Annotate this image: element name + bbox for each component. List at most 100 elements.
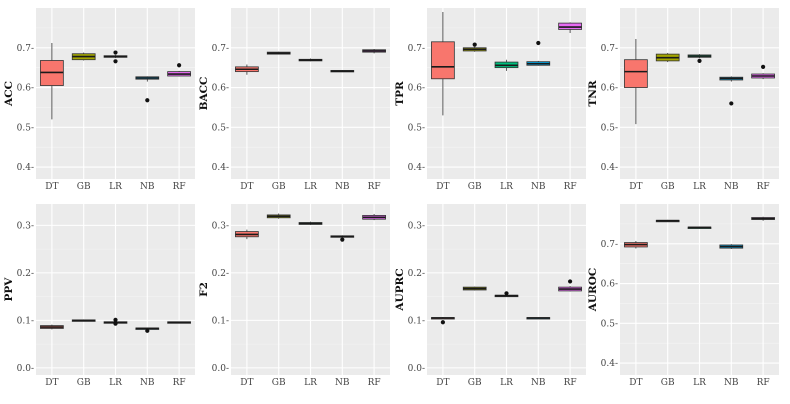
y-tick-label: 0.5- [408,123,425,133]
x-tick-label: NB [335,378,350,388]
x-tick-label: RF [757,378,770,388]
panel-tpr: 0.4- 0.5- 0.6- 0.7- DT GB LR NB RF TPR [394,8,586,192]
box-nb [526,317,551,320]
x-tick-label: RF [173,378,186,388]
x-tick-label: GB [272,182,286,192]
y-tick-label: 0.2- [408,269,425,279]
x-tick-label: RF [564,182,577,192]
panel-tnr: 0.4- 0.5- 0.6- 0.7- DT GB LR NB RF TNR [587,8,779,192]
y-axis-label: AUPRC [394,268,406,311]
x-tick-label: NB [724,182,739,192]
box-lr [103,317,128,326]
y-tick-label: 0.3- [17,221,34,231]
y-tick-label: 0.1- [17,316,34,326]
x-tick-label: LR [500,378,513,388]
y-tick-label: 0.6- [408,84,425,94]
box-nb [330,235,355,242]
box-nb [135,327,160,333]
box-nb [330,70,355,73]
box-gb [462,42,487,52]
outlier-point [113,50,118,55]
panel-f2: 0.0- 0.1- 0.2- 0.3- DT GB LR NB RF F2 [198,204,390,388]
x-tick-label: LR [304,182,317,192]
y-tick-label: 0.4- [408,163,425,173]
y-axis-label: PPV [3,277,15,302]
y-tick-label: 0.6- [17,84,34,94]
x-tick-label: GB [468,182,482,192]
box-gb [266,213,291,219]
box-rf [558,22,582,34]
panel-auroc: 0.4- 0.5- 0.6- 0.7- DT GB LR NB RF AUROC [587,204,779,388]
y-tick-label: 0.4- [601,163,618,173]
y-tick-label: 0.0- [212,364,229,374]
x-tick-label: RF [564,378,577,388]
y-tick-label: 0.7- [601,44,618,54]
x-tick-label: LR [500,182,513,192]
box-rf [362,48,386,54]
y-tick-label: 0.0- [408,364,425,374]
x-tick-label: LR [693,378,706,388]
y-tick-label: 0.5- [601,319,618,329]
box-lr [494,291,519,298]
box-lr [103,50,128,64]
y-tick-label: 0.1- [408,316,425,326]
outlier-point [113,59,118,64]
y-tick-label: 0.4- [601,359,618,369]
y-tick-label: 0.1- [212,316,229,326]
box-dt [431,11,455,116]
x-tick-label: DT [436,378,449,388]
y-tick-label: 0.3- [212,221,229,231]
outlier-point [568,279,573,284]
y-tick-label: 0.3- [408,221,425,231]
y-axis-label: F2 [198,282,210,297]
x-tick-label: GB [77,378,91,388]
box-gb [71,52,96,61]
box-rf [167,63,191,77]
x-tick-label: DT [45,182,58,192]
box-dt [235,229,259,240]
outlier-point [536,40,541,46]
y-tick-label: 0.4- [17,163,34,173]
box-rf [558,279,582,292]
box-body [624,59,648,88]
box-lr [298,58,323,62]
x-tick-label: DT [45,378,58,388]
outlier-point [504,291,509,296]
box-lr [298,221,323,225]
x-tick-label: DT [629,182,642,192]
x-tick-label: GB [661,182,675,192]
box-nb [719,244,744,249]
outlier-point [145,328,150,333]
x-tick-label: RF [368,182,381,192]
outlier-point [113,317,118,322]
box-gb [655,219,680,223]
x-tick-label: RF [757,182,770,192]
outlier-point [145,98,150,103]
y-tick-label: 0.7- [408,44,425,54]
box-rf [751,64,775,80]
box-gb [71,319,96,322]
outlier-point [340,237,345,242]
box-gb [655,52,680,63]
y-tick-label: 0.2- [17,269,34,279]
y-tick-label: 0.2- [212,269,229,279]
outlier-point [697,58,702,63]
outlier-point [729,101,734,106]
box-dt [431,317,455,325]
y-tick-label: 0.4- [212,163,229,173]
y-tick-label: 0.5- [17,123,34,133]
panel-auprc: 0.0- 0.1- 0.2- 0.3- DT GB LR NB RF AUPRC [394,204,586,388]
x-tick-label: NB [531,182,546,192]
box-rf [362,213,386,221]
y-tick-label: 0.6- [212,84,229,94]
x-tick-label: RF [368,378,381,388]
box-dt [624,39,648,125]
box-dt [624,240,648,249]
x-tick-label: NB [724,378,739,388]
x-tick-label: LR [109,182,122,192]
y-tick-label: 0.0- [17,364,34,374]
x-tick-label: DT [240,378,253,388]
outlier-point [113,321,118,326]
panel-acc: 0.4- 0.5- 0.6- 0.7- DT GB LR NB RF ACC [3,8,195,192]
